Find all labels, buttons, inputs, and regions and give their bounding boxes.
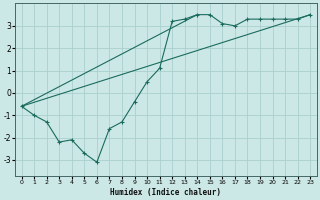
X-axis label: Humidex (Indice chaleur): Humidex (Indice chaleur) [110, 188, 221, 197]
